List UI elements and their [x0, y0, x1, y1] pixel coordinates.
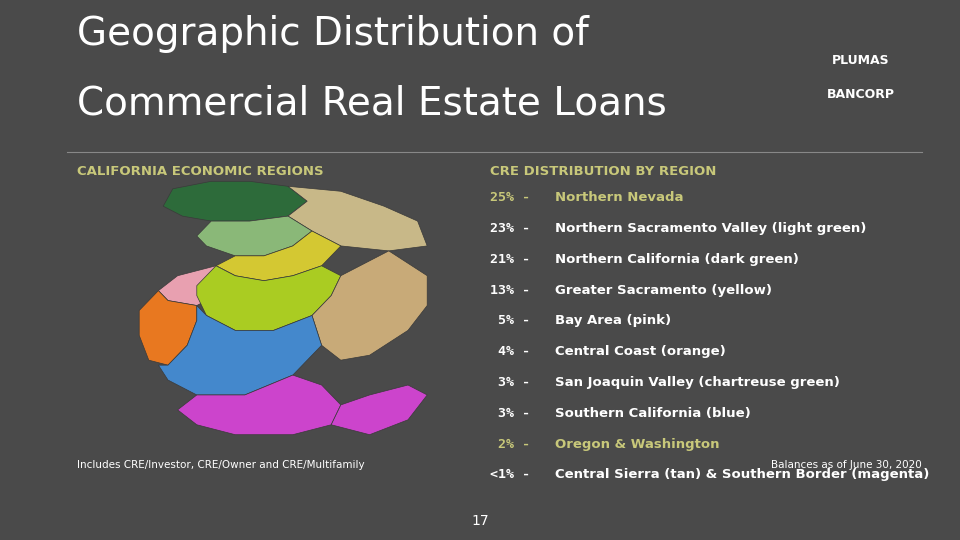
- Text: Northern Nevada: Northern Nevada: [555, 191, 684, 204]
- Polygon shape: [197, 216, 312, 256]
- Text: 4% -: 4% -: [490, 345, 530, 358]
- Text: 3% -: 3% -: [490, 407, 530, 420]
- Text: CRE DISTRIBUTION BY REGION: CRE DISTRIBUTION BY REGION: [490, 165, 716, 178]
- Text: BANCORP: BANCORP: [828, 88, 895, 101]
- Text: 5% -: 5% -: [490, 314, 530, 327]
- Polygon shape: [158, 306, 322, 395]
- Text: Northern Sacramento Valley (light green): Northern Sacramento Valley (light green): [555, 222, 866, 235]
- Text: San Joaquin Valley (chartreuse green): San Joaquin Valley (chartreuse green): [555, 376, 840, 389]
- Text: 23% -: 23% -: [490, 222, 530, 235]
- Text: Commercial Real Estate Loans: Commercial Real Estate Loans: [77, 84, 666, 123]
- Text: CALIFORNIA ECONOMIC REGIONS: CALIFORNIA ECONOMIC REGIONS: [77, 165, 324, 178]
- Polygon shape: [288, 186, 427, 251]
- Text: Oregon & Washington: Oregon & Washington: [555, 438, 719, 451]
- Text: PLUMAS: PLUMAS: [832, 54, 890, 67]
- Polygon shape: [331, 385, 427, 435]
- Text: Bay Area (pink): Bay Area (pink): [555, 314, 671, 327]
- Text: 21% -: 21% -: [490, 253, 530, 266]
- Text: 13% -: 13% -: [490, 284, 530, 296]
- Text: Includes CRE/Investor, CRE/Owner and CRE/Multifamily: Includes CRE/Investor, CRE/Owner and CRE…: [77, 460, 365, 470]
- Text: Balances as of June 30, 2020: Balances as of June 30, 2020: [771, 460, 922, 470]
- Text: Geographic Distribution of: Geographic Distribution of: [77, 15, 588, 53]
- Text: 17: 17: [471, 514, 489, 528]
- Text: Southern California (blue): Southern California (blue): [555, 407, 751, 420]
- Polygon shape: [197, 266, 341, 330]
- Polygon shape: [178, 375, 341, 435]
- Text: Greater Sacramento (yellow): Greater Sacramento (yellow): [555, 284, 772, 296]
- Text: 25% -: 25% -: [490, 191, 530, 204]
- Text: Central Coast (orange): Central Coast (orange): [555, 345, 726, 358]
- Polygon shape: [158, 266, 235, 306]
- Polygon shape: [216, 231, 341, 281]
- Text: 2% -: 2% -: [490, 438, 530, 451]
- Polygon shape: [312, 251, 427, 360]
- Polygon shape: [163, 181, 307, 221]
- Text: Northern California (dark green): Northern California (dark green): [555, 253, 799, 266]
- Polygon shape: [139, 291, 197, 365]
- Text: 3% -: 3% -: [490, 376, 530, 389]
- Text: Central Sierra (tan) & Southern Border (magenta): Central Sierra (tan) & Southern Border (…: [555, 469, 929, 482]
- Text: <1% -: <1% -: [490, 469, 530, 482]
